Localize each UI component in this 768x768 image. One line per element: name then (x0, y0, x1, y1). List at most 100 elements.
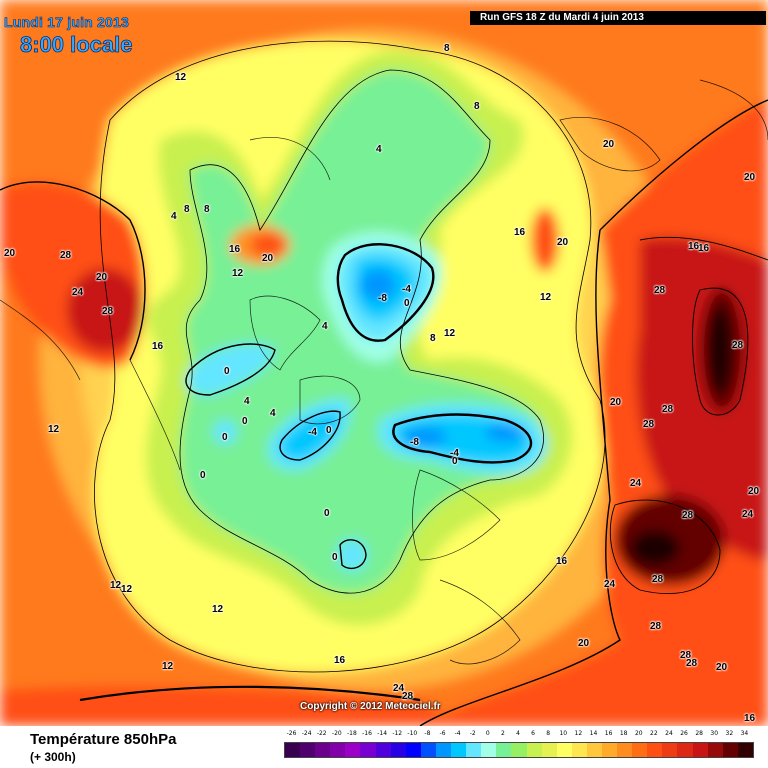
temperature-map: Lundi 17 juin 2013 8:00 locale Run GFS 1… (0, 0, 768, 726)
isotherm-label: 16 (334, 655, 346, 666)
legend-value: -24 (301, 730, 312, 737)
isotherm-label: 16 (514, 227, 526, 238)
isotherm-line (599, 99, 768, 231)
legend-swatch (571, 743, 587, 757)
coastline (249, 295, 321, 371)
legend-swatch (526, 743, 542, 757)
isotherm-label: 4 (244, 396, 250, 407)
legend-swatch (662, 743, 678, 757)
isotherm-line (339, 539, 367, 570)
legend-value: 6 (531, 730, 536, 737)
isotherm-label: 16 (152, 341, 164, 352)
isotherm-label: 0 (200, 470, 206, 481)
coastlines (0, 79, 768, 665)
legend-value: -8 (424, 730, 431, 737)
isotherm-label: 24 (604, 579, 616, 590)
legend-value: -6 (439, 730, 446, 737)
isotherm-label: -4 (402, 284, 411, 295)
isotherm-label: 0 (222, 432, 228, 443)
isotherm-line (185, 343, 276, 396)
isotherm-label: 16 (698, 243, 710, 254)
legend-swatch (647, 743, 663, 757)
legend-values: -26 -24 -22 -20 -18 -16 -14 -12 -10 -8 -6 -4 -2 0 2 4 6 8… (284, 730, 752, 740)
legend-swatch (707, 743, 723, 757)
legend-value: 22 (650, 730, 658, 737)
legend-swatch (677, 743, 693, 757)
isotherm-label: 20 (744, 172, 756, 183)
isotherm-label: 12 (540, 292, 552, 303)
legend-value: -10 (407, 730, 418, 737)
legend-value: 18 (619, 730, 628, 737)
legend-value: 28 (695, 730, 703, 737)
isotherm-line (336, 243, 435, 342)
isotherm-line (94, 40, 606, 673)
legend-value: 32 (725, 730, 734, 737)
isotherm-label: 4 (171, 211, 177, 222)
isotherm-line (609, 499, 721, 595)
legend-value: 14 (589, 730, 598, 737)
isotherm-line (79, 685, 421, 702)
isotherm-label: 20 (557, 237, 569, 248)
isotherm-label: 20 (716, 662, 728, 673)
legend-value: 24 (665, 730, 673, 737)
legend-swatch (511, 743, 527, 757)
isotherm-label: 12 (110, 580, 122, 591)
isotherm-line (179, 69, 544, 594)
isotherm-line (419, 229, 621, 726)
isotherm-label: 12 (162, 661, 174, 672)
isotherm-label: 12 (121, 584, 133, 595)
isotherm-label: 28 (680, 650, 692, 661)
coastline (0, 299, 81, 381)
color-scale (284, 742, 754, 758)
legend-value: -20 (331, 730, 342, 737)
legend-swatch (481, 743, 497, 757)
isotherm-label: 12 (444, 328, 456, 339)
isotherm-label: 8 (184, 204, 190, 215)
isotherm-label: 28 (60, 250, 72, 261)
legend-swatch (390, 743, 406, 757)
isotherm-label: 20 (748, 486, 760, 497)
isotherm-label: 28 (650, 621, 662, 632)
legend-swatch (466, 743, 482, 757)
isotherm-label: -8 (410, 437, 419, 448)
cold-core-small (337, 539, 367, 571)
isotherm-label: 28 (102, 306, 114, 317)
isotherm-label: 8 (204, 204, 210, 215)
coastline (129, 359, 181, 471)
copyright: Copyright © 2012 Meteociel.fr (300, 701, 441, 712)
temperature-shading (0, 0, 768, 726)
isotherm-label: 12 (232, 268, 244, 279)
legend-value: -4 (454, 730, 461, 737)
legend-value: -14 (377, 730, 388, 737)
legend-swatch (405, 743, 421, 757)
legend-value: 10 (559, 730, 568, 737)
isotherm-label: 16 (229, 244, 241, 255)
isotherm-label: 4 (322, 321, 328, 332)
legend-value: 2 (500, 730, 505, 737)
isotherm-label: 12 (212, 604, 224, 615)
isotherm-label: 28 (732, 340, 744, 351)
legend-swatch (300, 743, 316, 757)
legend-value: 8 (546, 730, 551, 737)
isotherm-label: 28 (686, 658, 698, 669)
cold-core-canada (186, 344, 275, 395)
legend-value: 16 (604, 730, 613, 737)
coastline (699, 79, 768, 141)
legend-value: 34 (740, 730, 749, 737)
legend-value: 0 (485, 730, 490, 737)
legend-swatch (315, 743, 331, 757)
isotherm-label: 0 (224, 366, 230, 377)
coastline (412, 469, 501, 561)
legend-swatch (601, 743, 618, 757)
isotherm-label: 28 (652, 574, 664, 585)
forecast-date: Lundi 17 juin 2013 (4, 14, 129, 31)
legend-value: -2 (469, 730, 476, 737)
isotherm-label: 8 (444, 43, 450, 54)
legend-footer: Température 850hPa (+ 300h) -26 -24 -22 -20… (0, 726, 768, 768)
isotherm-line (639, 236, 768, 261)
isotherm-label: 16 (688, 241, 700, 252)
isotherm-label: 0 (242, 416, 248, 427)
isotherm-label: 28 (402, 691, 414, 702)
isotherm-label: 20 (610, 397, 622, 408)
isotherm-label: 24 (630, 478, 642, 489)
